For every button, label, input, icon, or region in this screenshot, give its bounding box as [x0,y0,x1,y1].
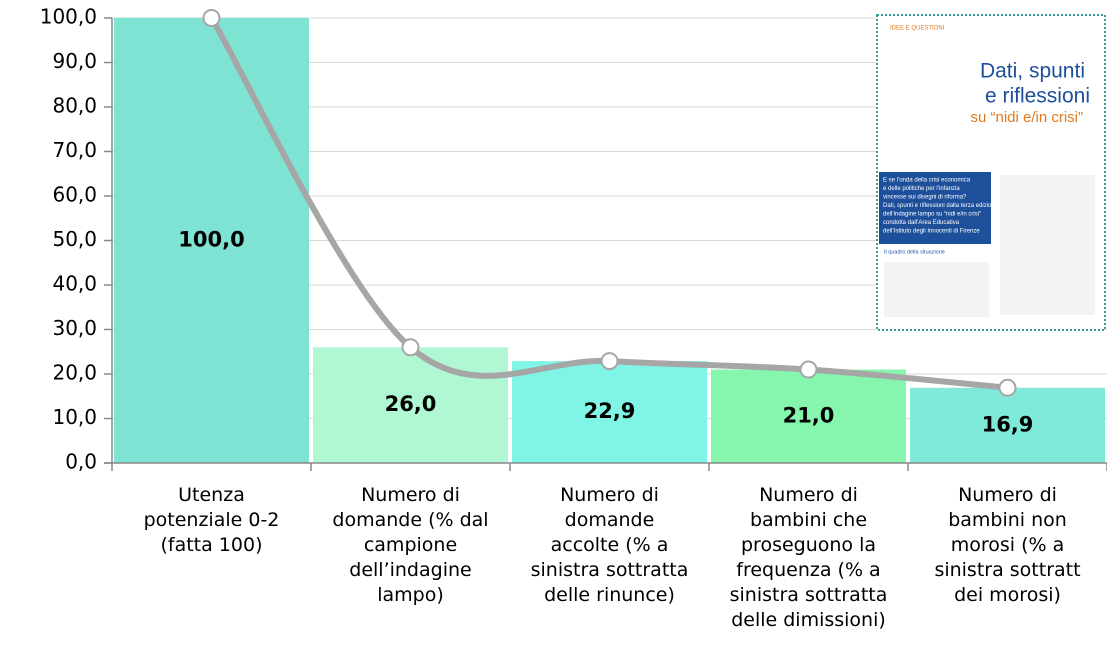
x-tick-label: Numero di bambini non morosi (% a sinistra … [934,484,1080,606]
y-tick-label: 100,0 [40,5,97,29]
value-label: 22,9 [584,399,636,423]
bar [113,18,310,463]
x-tick-label: Numero di domande (% dal campione dell’inda… [332,484,488,606]
magazine-inset: IDEE E QUESTIONI Dati, spunti e riflessi… [876,14,1106,331]
inset-heading: Il quadro della situazione [884,249,945,255]
y-tick-label: 10,0 [52,405,97,429]
inset-box-text: dell’indagine lampo su “nidi e/in crisi” [883,212,981,218]
y-tick-label: 90,0 [52,49,97,73]
value-label: 16,9 [982,412,1034,436]
inset-box-text: e delle politiche per l’infanzia [883,186,960,192]
inset-box-text: condotta dall’Area Educativa [883,220,960,226]
trend-line [208,15,1011,391]
inset-box-text: E se l’onda della crisi economica [883,178,971,184]
x-tick-label: Numero di bambini che proseguono la frequen… [730,484,888,631]
y-tick-label: 40,0 [52,272,97,296]
y-tick-label: 0,0 [65,450,97,474]
line-marker [401,338,420,357]
line-marker [600,352,619,371]
line-marker [998,378,1017,397]
bar [710,369,907,463]
inset-box-text: Dati, spunti e riflessioni dalla terza e… [883,203,999,209]
value-label: 26,0 [385,392,437,416]
plot-area: 0,0 10,0 20,0 30,0 40,0 50,0 60,0 70,0 80,0 90,0 1… [40,5,1107,631]
y-tick-label: 80,0 [52,94,97,118]
x-tick-label: Numero di domande accolte (% a sinistra sot… [531,484,689,606]
value-label: 100,0 [178,228,244,252]
bar [909,387,1106,463]
inset-title: e riflessioni [985,85,1090,108]
y-tick-label: 20,0 [52,361,97,385]
inset-subtitle: su “nidi e/in crisi” [970,109,1083,126]
inset-box-text: vincesse sui disegni di riforma? [883,195,967,201]
line-marker [202,9,221,27]
inset-box [879,172,991,244]
line-marker [799,360,818,379]
y-tick-label: 60,0 [52,183,97,207]
x-tick-label: Utenza potenziale 0-2 (fatta 100) [144,484,280,556]
y-tick-label: 70,0 [52,138,97,162]
inset-text-lines [884,175,1095,317]
bar [312,347,509,463]
bar [511,361,708,463]
y-tick-label: 30,0 [52,316,97,340]
inset-box-text: dell’Istituto degli Innocenti di Firenze [883,229,980,235]
inset-section: IDEE E QUESTIONI [890,26,945,32]
inset-title: Dati, spunti [980,60,1085,83]
value-label: 21,0 [783,403,835,427]
y-tick-label: 50,0 [52,227,97,251]
